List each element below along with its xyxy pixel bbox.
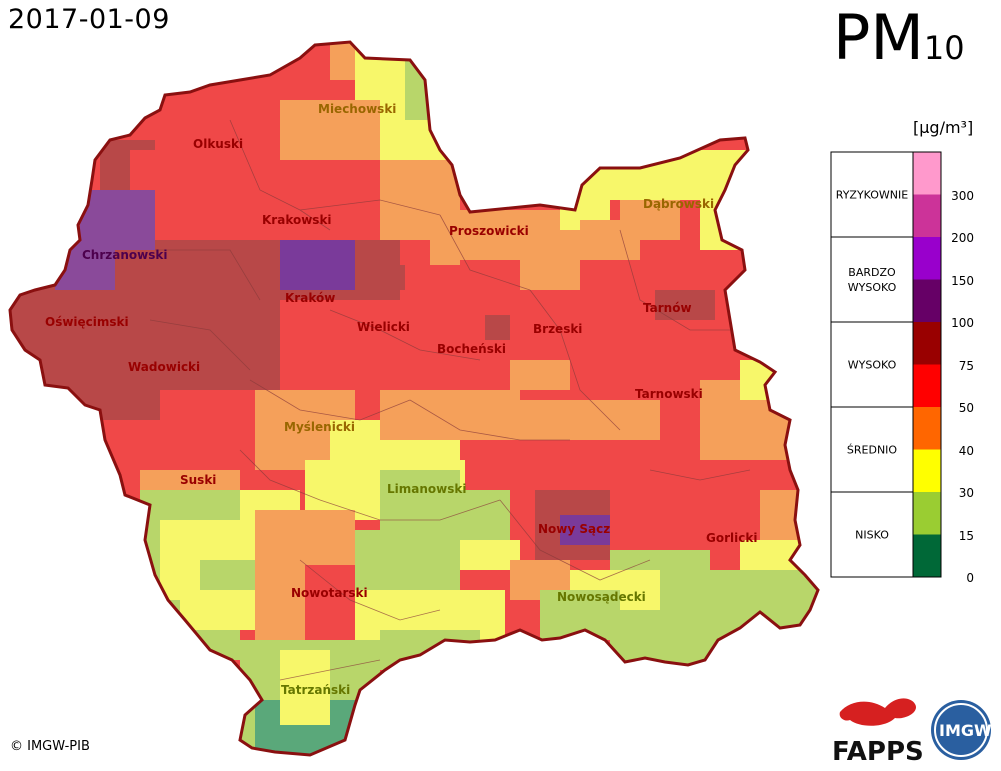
- legend-tick-label: 40: [959, 444, 974, 458]
- legend-tick-label: 200: [951, 231, 974, 245]
- pollution-grid: [10, 42, 818, 755]
- legend-color-segment: [913, 534, 941, 577]
- legend-color-bar: [912, 151, 942, 578]
- district-boundaries: [149, 119, 751, 681]
- district-label-wielicki: Wielicki: [357, 320, 410, 334]
- legend-category-label: WYSOKO: [848, 281, 897, 294]
- legend-color-segment: [913, 152, 941, 195]
- legend-category-label: NISKO: [855, 529, 889, 542]
- legend-color-segment: [913, 194, 941, 237]
- district-label-nowotarski: Nowotarski: [291, 586, 368, 600]
- district-labels: Miechowski Olkuski Dąbrowski Krakowski P…: [45, 102, 757, 697]
- copyright: © IMGW-PIB: [10, 739, 90, 754]
- legend: RYZYKOWNIE BARDZO WYSOKO WYSOKO ŚREDNIO NISKO…: [830, 151, 974, 585]
- legend-color-segment: [913, 407, 941, 450]
- pollutant-title: PM10: [833, 1, 965, 74]
- legend-tick-label: 100: [951, 316, 974, 330]
- legend-category-box: [830, 321, 914, 408]
- district-label-brzeski: Brzeski: [533, 322, 582, 336]
- legend-color-bar-frame: [912, 151, 942, 578]
- legend-color-segment: [913, 237, 941, 280]
- district-label-tarnow: Tarnów: [643, 301, 692, 315]
- legend-tick-label: 15: [959, 529, 974, 543]
- district-label-proszowicki: Proszowicki: [449, 224, 529, 238]
- legend-tick-label: 300: [951, 189, 974, 203]
- legend-tick-label: 150: [951, 274, 974, 288]
- legend-tick-label: 75: [959, 359, 974, 373]
- district-label-myslenicki: Myślenicki: [284, 420, 355, 434]
- legend-category-label: RYZYKOWNIE: [836, 189, 909, 202]
- legend-color-segment: [913, 364, 941, 407]
- legend-category-label: ŚREDNIO: [847, 444, 898, 457]
- map-date: 2017-01-09: [8, 4, 170, 35]
- district-label-suski: Suski: [180, 473, 216, 487]
- legend-color-segment: [913, 279, 941, 322]
- district-label-krakow: Kraków: [285, 291, 335, 305]
- legend-category-box: [830, 151, 914, 238]
- pollutant-name: PM: [833, 1, 924, 74]
- district-label-miechowski: Miechowski: [318, 102, 396, 116]
- district-label-nowosadecki: Nowosądecki: [557, 590, 646, 604]
- district-label-wadowicki: Wadowicki: [128, 360, 200, 374]
- legend-tick-label: 0: [966, 571, 974, 585]
- legend-category-label: BARDZO: [848, 266, 896, 279]
- district-label-krakowski: Krakowski: [262, 213, 332, 227]
- legend-color-segment: [913, 322, 941, 365]
- district-label-limanowski: Limanowski: [387, 482, 466, 496]
- legend-categories: RYZYKOWNIE BARDZO WYSOKO WYSOKO ŚREDNIO NISKO: [830, 151, 914, 578]
- legend-color-segment: [913, 449, 941, 492]
- district-label-oswiecimski: Oświęcimski: [45, 315, 129, 329]
- fapps-logo: FAPPS: [832, 698, 924, 767]
- legend-color-segment: [913, 492, 941, 535]
- legend-tick-label: 50: [959, 401, 974, 415]
- pollutant-subscript: 10: [923, 29, 965, 67]
- district-label-bochenski: Bocheński: [437, 342, 506, 356]
- imgw-logo: IMGW: [931, 700, 992, 760]
- district-label-nowy-sacz: Nowy Sącz: [538, 522, 610, 536]
- fapps-logo-text: FAPPS: [832, 737, 924, 767]
- district-label-tatrzanski: Tatrzański: [281, 683, 350, 697]
- district-label-chrzanowski: Chrzanowski: [82, 248, 167, 262]
- legend-tick-label: 30: [959, 486, 974, 500]
- unit-label: [µg/m³]: [913, 118, 974, 137]
- district-label-tarnowski: Tarnowski: [635, 387, 703, 401]
- legend-category-box: [830, 491, 914, 578]
- district-label-dabrowski: Dąbrowski: [643, 197, 714, 211]
- legend-category-label: WYSOKO: [848, 359, 897, 372]
- legend-category-box: [830, 236, 914, 323]
- district-label-gorlicki: Gorlicki: [706, 531, 757, 545]
- district-label-olkuski: Olkuski: [193, 137, 243, 151]
- imgw-logo-text: IMGW: [939, 721, 992, 740]
